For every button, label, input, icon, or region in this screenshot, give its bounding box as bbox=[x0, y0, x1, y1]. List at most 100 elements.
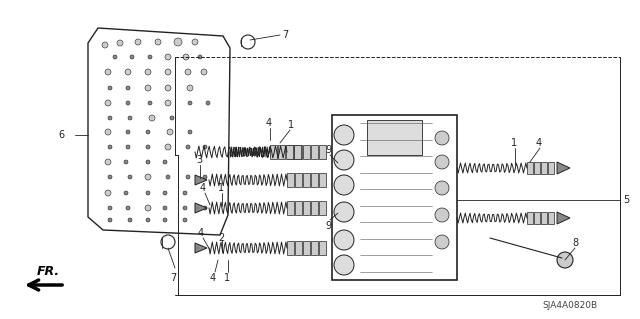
Text: 1: 1 bbox=[511, 138, 517, 148]
Bar bbox=[367, 120, 422, 155]
Text: 9: 9 bbox=[325, 145, 331, 155]
Circle shape bbox=[165, 100, 171, 106]
Text: FR.: FR. bbox=[36, 265, 60, 278]
Circle shape bbox=[183, 206, 187, 210]
Circle shape bbox=[128, 175, 132, 179]
Bar bbox=[319, 145, 326, 159]
Circle shape bbox=[117, 40, 123, 46]
Circle shape bbox=[124, 160, 128, 164]
Circle shape bbox=[148, 101, 152, 105]
Text: 4: 4 bbox=[198, 228, 204, 238]
Circle shape bbox=[435, 181, 449, 195]
Bar bbox=[295, 241, 302, 255]
Bar bbox=[548, 212, 554, 224]
Circle shape bbox=[334, 150, 354, 170]
Bar bbox=[287, 145, 294, 159]
Bar bbox=[295, 145, 302, 159]
Circle shape bbox=[203, 145, 207, 149]
Bar bbox=[527, 212, 533, 224]
Circle shape bbox=[105, 69, 111, 75]
Text: 4: 4 bbox=[536, 138, 542, 148]
Circle shape bbox=[108, 116, 112, 120]
Polygon shape bbox=[88, 28, 230, 235]
Circle shape bbox=[163, 191, 167, 195]
Bar bbox=[541, 162, 547, 174]
Circle shape bbox=[203, 175, 207, 179]
Circle shape bbox=[124, 191, 128, 195]
Circle shape bbox=[146, 160, 150, 164]
Text: 7: 7 bbox=[170, 273, 176, 283]
Text: 1: 1 bbox=[288, 120, 294, 130]
Circle shape bbox=[241, 35, 255, 49]
Circle shape bbox=[126, 86, 130, 90]
Circle shape bbox=[126, 130, 130, 134]
Polygon shape bbox=[195, 203, 207, 213]
Polygon shape bbox=[195, 243, 207, 253]
Circle shape bbox=[126, 101, 130, 105]
Circle shape bbox=[185, 69, 191, 75]
Circle shape bbox=[108, 218, 112, 222]
Text: 7: 7 bbox=[282, 30, 288, 40]
Circle shape bbox=[334, 255, 354, 275]
Circle shape bbox=[145, 205, 151, 211]
Circle shape bbox=[435, 208, 449, 222]
Circle shape bbox=[146, 145, 150, 149]
Text: 1: 1 bbox=[224, 273, 230, 283]
Circle shape bbox=[334, 230, 354, 250]
Circle shape bbox=[435, 131, 449, 145]
Circle shape bbox=[108, 206, 112, 210]
Circle shape bbox=[170, 116, 174, 120]
Circle shape bbox=[163, 218, 167, 222]
Text: 6: 6 bbox=[58, 130, 64, 140]
Circle shape bbox=[163, 160, 167, 164]
Circle shape bbox=[128, 218, 132, 222]
Bar bbox=[303, 201, 310, 215]
Text: 4: 4 bbox=[200, 183, 206, 193]
Circle shape bbox=[166, 175, 170, 179]
Circle shape bbox=[145, 85, 151, 91]
Bar bbox=[311, 173, 318, 187]
Circle shape bbox=[126, 145, 130, 149]
Circle shape bbox=[188, 101, 192, 105]
Text: 5: 5 bbox=[623, 195, 629, 205]
Text: 9: 9 bbox=[325, 221, 331, 231]
Bar bbox=[294, 145, 301, 159]
Circle shape bbox=[206, 101, 210, 105]
Circle shape bbox=[186, 175, 190, 179]
Circle shape bbox=[105, 190, 111, 196]
Circle shape bbox=[108, 145, 112, 149]
Circle shape bbox=[334, 202, 354, 222]
Bar bbox=[278, 145, 285, 159]
Bar bbox=[319, 173, 326, 187]
Text: 1: 1 bbox=[218, 183, 224, 193]
Polygon shape bbox=[195, 175, 207, 185]
Circle shape bbox=[183, 191, 187, 195]
Circle shape bbox=[113, 55, 117, 59]
Bar bbox=[332, 115, 457, 280]
Circle shape bbox=[125, 69, 131, 75]
Circle shape bbox=[165, 69, 171, 75]
Bar bbox=[287, 173, 294, 187]
Circle shape bbox=[203, 206, 207, 210]
Bar bbox=[319, 201, 326, 215]
Circle shape bbox=[105, 100, 111, 106]
Circle shape bbox=[145, 174, 151, 180]
Circle shape bbox=[145, 69, 151, 75]
Circle shape bbox=[334, 125, 354, 145]
Bar bbox=[311, 145, 318, 159]
Bar bbox=[270, 145, 277, 159]
Bar bbox=[534, 212, 540, 224]
Circle shape bbox=[198, 55, 202, 59]
Circle shape bbox=[435, 235, 449, 249]
Circle shape bbox=[105, 159, 111, 165]
Bar bbox=[534, 162, 540, 174]
Bar bbox=[286, 145, 293, 159]
Circle shape bbox=[149, 115, 155, 121]
Circle shape bbox=[146, 218, 150, 222]
Circle shape bbox=[188, 130, 192, 134]
Circle shape bbox=[201, 69, 207, 75]
Text: 4: 4 bbox=[266, 118, 272, 128]
Circle shape bbox=[146, 130, 150, 134]
Bar bbox=[303, 173, 310, 187]
Bar bbox=[527, 162, 533, 174]
